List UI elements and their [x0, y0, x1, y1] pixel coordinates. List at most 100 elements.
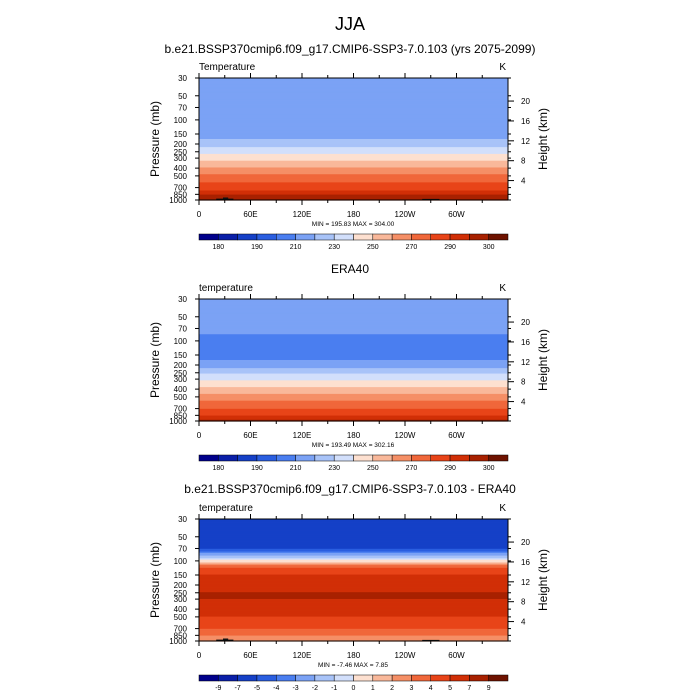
y-tick-label: 500 [174, 393, 188, 402]
height-tick-label: 16 [521, 558, 530, 567]
colorbar-label: -7 [235, 685, 241, 692]
heatmap-band [199, 347, 508, 350]
colorbar-label: 0 [352, 685, 356, 692]
y-tick-label: 300 [174, 154, 188, 163]
colorbar-label: -3 [292, 685, 298, 692]
x-tick-label: 60E [243, 431, 257, 440]
heatmap-band [199, 312, 508, 315]
heatmap-band [199, 575, 508, 578]
heatmap-band [199, 330, 508, 333]
heatmap-band [199, 611, 508, 614]
heatmap-band [199, 95, 508, 98]
heatmap-band [199, 156, 508, 159]
heatmap-band [199, 524, 508, 527]
heatmap-band [199, 362, 508, 365]
x-tick-label: 0 [197, 431, 202, 440]
heatmap-band [199, 520, 508, 523]
heatmap-band [199, 559, 508, 562]
page-title: JJA [335, 14, 365, 34]
heatmap-band [199, 317, 508, 320]
heatmap-band [199, 603, 508, 605]
chart-title: ERA40 [331, 262, 369, 276]
heatmap-band [199, 182, 508, 185]
min-max-stats: MIN = -7.46 MAX = 7.85 [318, 662, 388, 669]
heatmap-band [199, 322, 508, 324]
colorbar-label: 7 [467, 685, 471, 692]
x-tick-label: 120W [395, 651, 416, 660]
heatmap-band [199, 301, 508, 304]
heatmap-band [199, 631, 508, 634]
heatmap-band [199, 99, 508, 102]
colorbar-label: 250 [367, 244, 379, 251]
heatmap-band [199, 411, 508, 414]
heatmap-band [199, 528, 508, 531]
colorbar-label: 5 [448, 685, 452, 692]
heatmap-band [199, 90, 508, 93]
heatmap-band [199, 130, 508, 133]
heatmap-band [199, 612, 508, 615]
y-tick-label: 50 [178, 92, 187, 101]
heatmap-band [199, 88, 508, 91]
heatmap-band [199, 194, 508, 197]
y-tick-label: 400 [174, 385, 188, 394]
colorbar-label: -2 [312, 685, 318, 692]
heatmap-band [199, 181, 508, 183]
heatmap-band [199, 80, 508, 83]
heatmap-band [199, 309, 508, 312]
colorbar-label: -5 [254, 685, 260, 692]
colorbar-swatch [469, 674, 489, 682]
heatmap-band [199, 147, 508, 150]
heatmap-band [199, 533, 508, 536]
terrain-mask [223, 638, 229, 641]
colorbar-label: 230 [328, 465, 340, 472]
heatmap-band [199, 351, 508, 354]
x-tick-label: 120E [293, 210, 312, 219]
heatmap-band [199, 620, 508, 623]
heatmap-band [199, 592, 508, 595]
heatmap-band [199, 521, 508, 524]
heatmap-band [199, 415, 508, 418]
y-tick-label: 250 [174, 369, 188, 378]
heatmap-band [199, 397, 508, 400]
heatmap-band [199, 554, 508, 557]
heatmap-band [199, 308, 508, 311]
heatmap-band [199, 316, 508, 319]
heatmap-band [199, 117, 508, 120]
heatmap-band [199, 174, 508, 177]
colorbar-swatch [333, 233, 354, 241]
y-tick-label: 300 [174, 375, 188, 384]
heatmap-band [199, 166, 508, 169]
heatmap-band [199, 139, 508, 141]
units-label: K [499, 62, 506, 73]
heatmap-band [199, 94, 508, 97]
colorbar: -9 -7 -5 -4 -3 -2 -1 0 1 2 3 4 5 7 9 [198, 674, 509, 692]
heatmap-band [199, 120, 508, 122]
heatmap-band [199, 562, 508, 565]
heatmap-band [199, 574, 508, 577]
heatmap-band [199, 84, 508, 87]
heatmap-band [199, 115, 508, 118]
heatmap-band [199, 159, 508, 162]
heatmap-band [199, 403, 508, 406]
x-tick-label: 60W [448, 651, 465, 660]
heatmap-band [199, 418, 508, 421]
colorbar-swatch [469, 454, 489, 462]
height-tick-label: 20 [521, 538, 530, 547]
heatmap-band [199, 638, 508, 641]
heatmap-band [199, 155, 508, 158]
heatmap-band [199, 326, 508, 329]
colorbar-swatch [256, 674, 277, 682]
heatmap-band [199, 83, 508, 86]
heatmap-band [199, 91, 508, 94]
heatmap-band [199, 627, 508, 630]
y-tick-label: 850 [174, 190, 188, 199]
y-tick-label: 850 [174, 631, 188, 640]
heatmap-band [199, 634, 508, 637]
heatmap-band [199, 179, 508, 182]
colorbar-label: 210 [290, 244, 302, 251]
heatmap-band [199, 540, 508, 543]
y-axis-title: Pressure (mb) [148, 542, 162, 618]
heatmap-band [199, 590, 508, 593]
